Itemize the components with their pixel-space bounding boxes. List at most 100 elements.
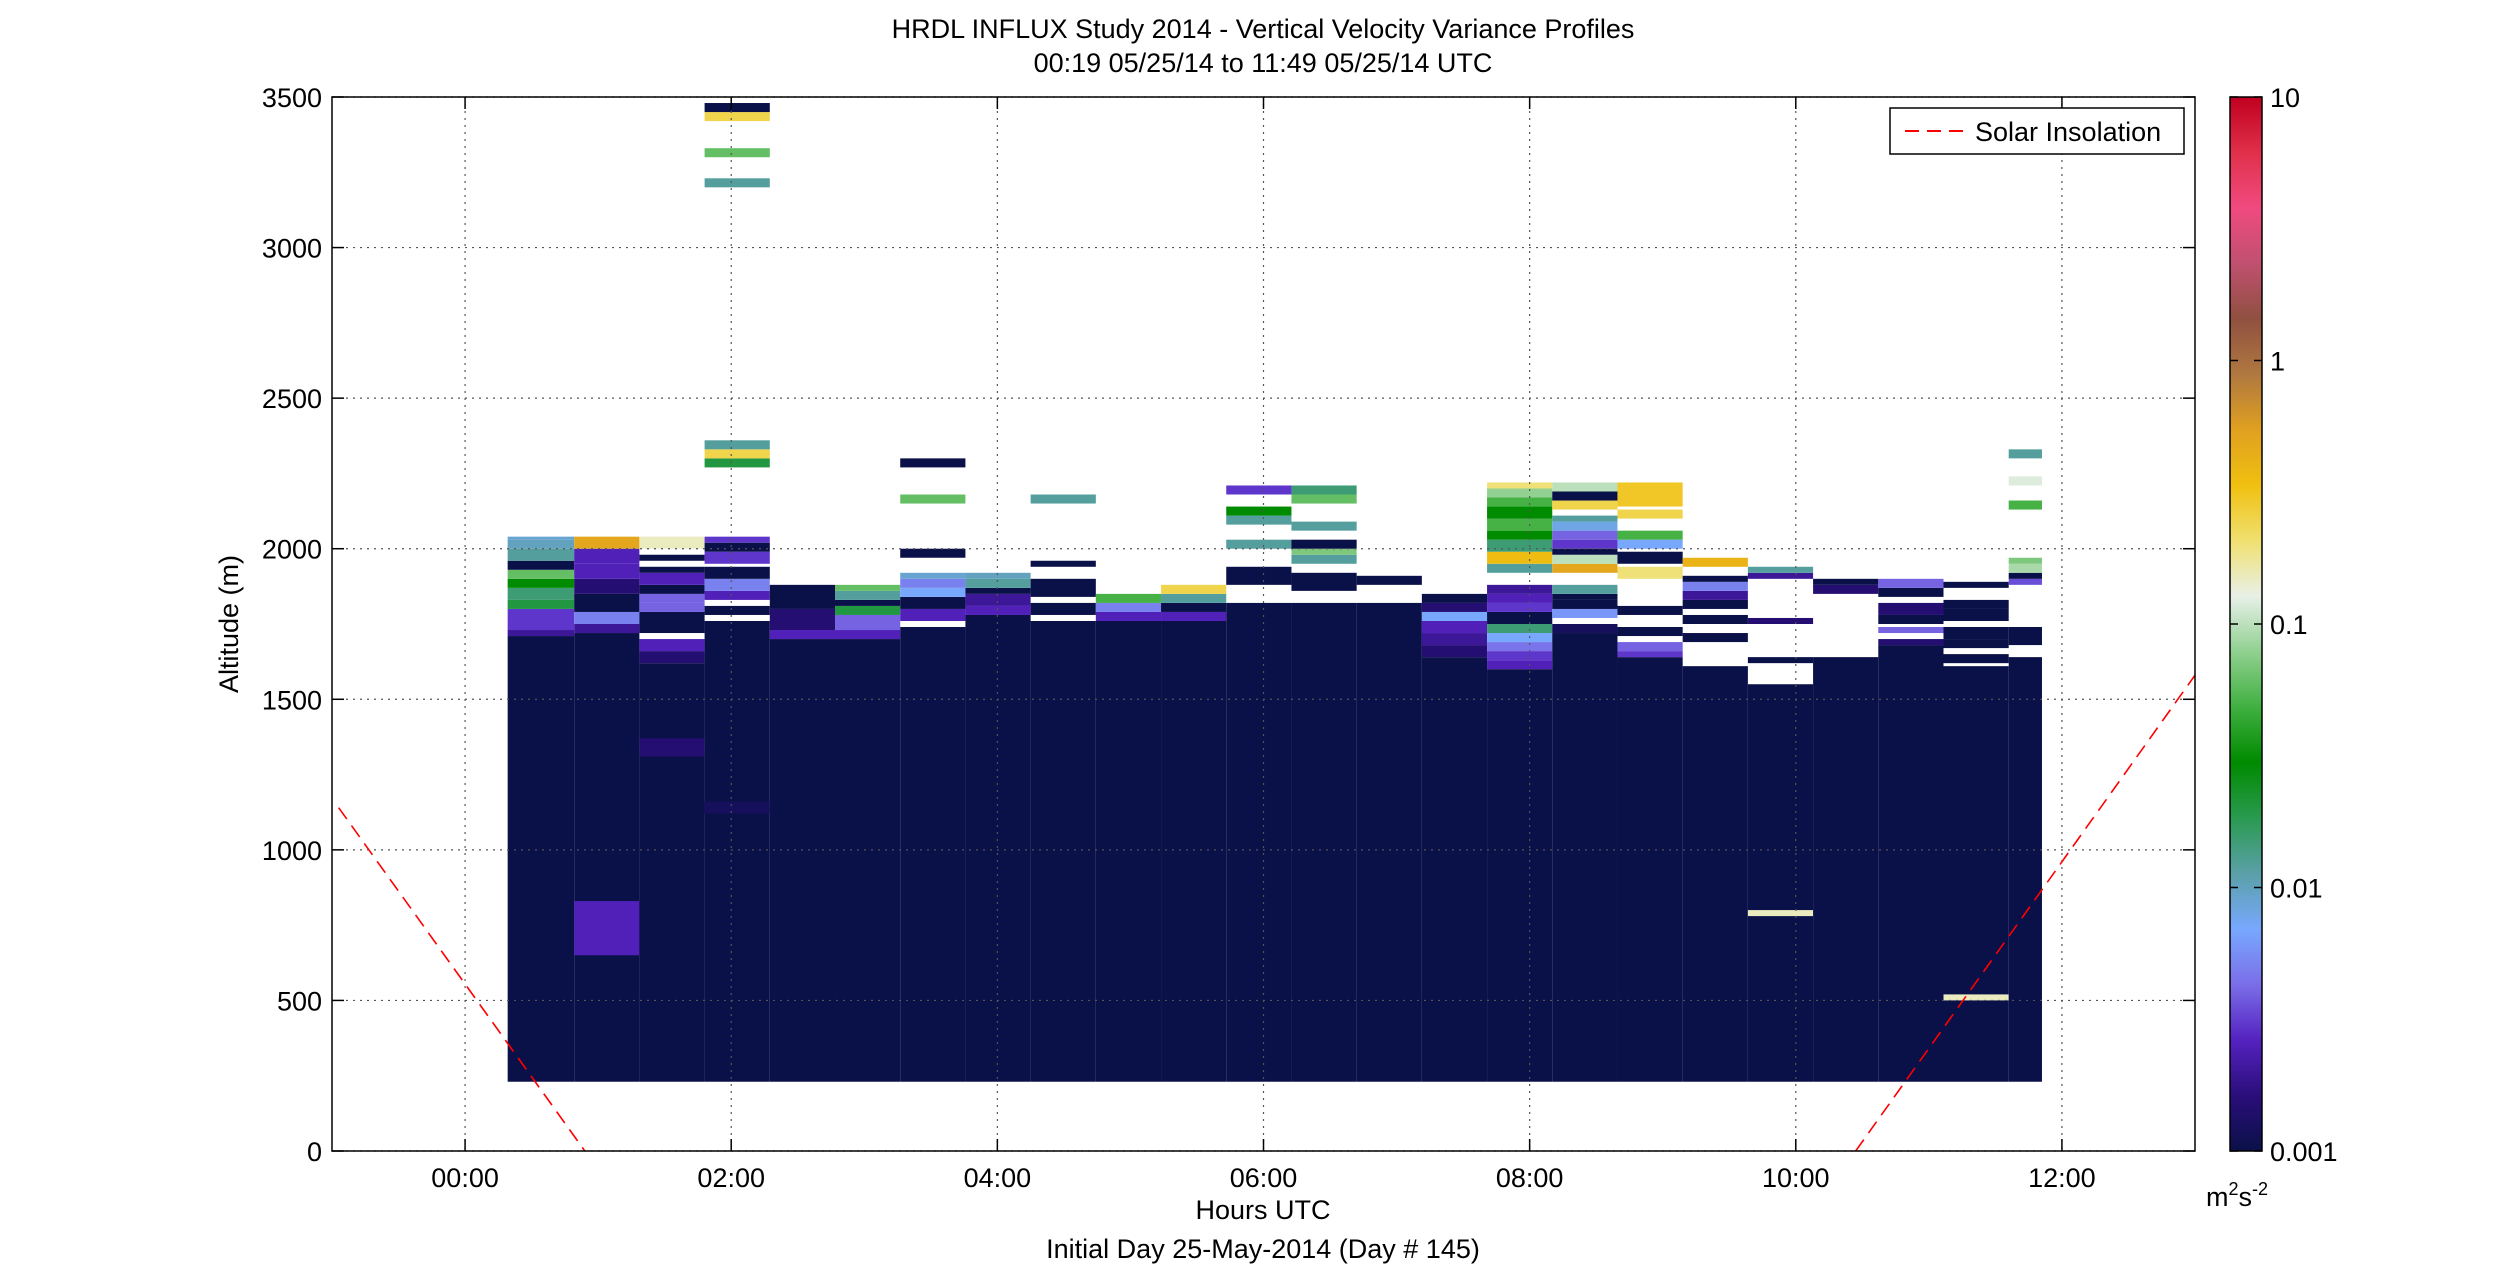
variance-cell [900,578,966,588]
variance-cell [1291,548,1357,555]
variance-cell [1747,657,1814,664]
variance-cell [1226,539,1292,549]
variance-cell [1617,605,1683,615]
chart-title: HRDL INFLUX Study 2014 - Vertical Veloci… [892,14,1635,44]
variance-cell [965,605,1031,615]
variance-cell [769,584,836,609]
variance-cell [2008,500,2042,510]
profile-column-1 [574,536,640,1082]
colorbar-tick-label: 1 [2270,347,2285,377]
y-tick-label: 1000 [262,836,322,866]
variance-cell [639,536,705,549]
variance-cell [704,449,770,459]
profile-base-cell [769,639,836,1082]
variance-cell [1226,485,1292,495]
variance-cell [1617,509,1683,519]
y-axis-label: Altitude (m) [214,555,244,693]
variance-cell [574,536,640,549]
variance-cell [704,542,770,552]
variance-cell [1682,557,1748,567]
variance-cell [704,458,770,468]
variance-cell [835,599,901,606]
profile-column-0 [507,536,575,1082]
variance-cell [574,611,640,624]
variance-cell [1226,566,1292,585]
variance-cell [1617,482,1683,507]
variance-cell [1878,639,1944,646]
variance-cell [769,630,836,640]
profile-column-7 [965,572,1031,1082]
solar-insolation-line [1855,674,2195,1151]
variance-cell [1943,608,2009,621]
variance-cell [1617,651,1683,658]
profile-column-6 [900,458,966,1082]
variance-cell [507,569,575,579]
variance-cell [574,901,640,956]
variance-cell [1552,624,1618,634]
profile-column-9 [1095,593,1162,1082]
profile-column-13 [1356,575,1422,1082]
profile-column-8 [1030,494,1096,1082]
axes: 00:00 02:00 04:00 06:00 08:00 10:00 12:00 0 500 1… [262,83,2195,1193]
variance-cell [704,605,770,615]
profile-base-cell [1421,657,1488,1082]
x-tick-label: 06:00 [1230,1163,1298,1193]
variance-cell [1747,910,1814,917]
profile-base-cell [507,636,575,1082]
profile-column-17 [1617,482,1683,1082]
variance-cell [1161,602,1227,612]
variance-cell [835,590,901,600]
profile-column-15 [1487,482,1553,1082]
variance-cell [1487,551,1553,564]
variance-cell [2008,563,2042,573]
variance-cell [1421,611,1488,621]
colorbar-tick-label: 10 [2270,83,2300,113]
profile-column-21 [1878,578,1944,1082]
variance-cell [1161,584,1227,594]
variance-cell [1552,521,1618,531]
profile-base-cell [1291,602,1357,1082]
variance-cell [1487,660,1553,670]
profile-base-cell [835,639,901,1082]
x-axis-label: Hours UTC [1195,1195,1330,1225]
variance-cell [1487,530,1553,540]
variance-cell [1291,554,1357,564]
variance-cell [704,178,770,188]
variance-cell [1747,572,1814,579]
profile-column-14 [1421,593,1488,1082]
variance-cell [1682,590,1748,600]
y-tick-label: 2500 [262,384,322,414]
variance-cell [1095,611,1162,621]
y-tick-label: 1500 [262,685,322,715]
variance-cell [704,103,770,113]
variance-cell [507,560,575,570]
variance-cell [965,593,1031,606]
variance-cell [639,651,705,664]
variance-cell [2008,572,2042,579]
variance-cell [1421,593,1488,603]
profile-column-16 [1552,482,1618,1082]
variance-cell [835,630,901,640]
variance-cell [704,801,770,814]
variance-cell [639,566,705,573]
variance-cell [1487,633,1553,643]
variance-cell [1878,602,1944,615]
variance-cell [1487,642,1553,652]
profile-base-cell [1878,645,1944,1082]
profile-column-10 [1161,584,1227,1082]
variance-cell [639,584,705,594]
profile-column-2 [639,536,705,1082]
variance-cell [704,590,770,600]
y-tick-label: 2000 [262,535,322,565]
variance-cell [2008,557,2042,564]
variance-cell [965,578,1031,588]
profile-column-4 [769,584,836,1082]
variance-cell [1030,578,1096,597]
variance-cell [2008,627,2042,646]
variance-cell [1291,521,1357,531]
x-axis-secondary-label: Initial Day 25-May-2014 (Day # 145) [1046,1234,1480,1264]
variance-cell [1291,494,1357,504]
variance-cell [1878,587,1944,597]
variance-cell [1161,593,1227,603]
variance-cell [1095,602,1162,612]
